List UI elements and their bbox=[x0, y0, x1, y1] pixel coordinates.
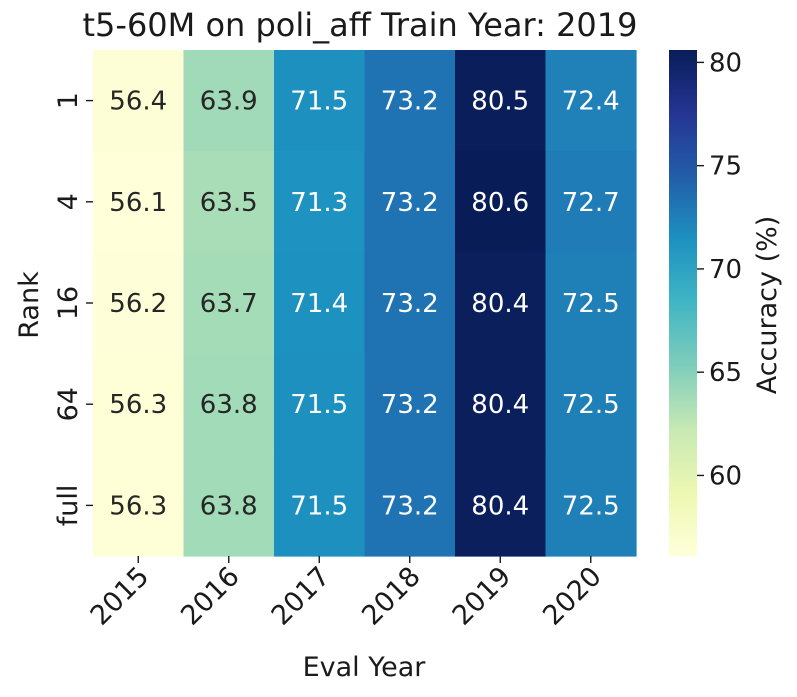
cell-value-label: 56.3 bbox=[109, 390, 167, 420]
cell-value-label: 80.4 bbox=[471, 390, 529, 420]
cell-value-label: 71.4 bbox=[290, 289, 348, 319]
y-tick-label: 1 bbox=[53, 92, 84, 109]
heatmap-cell bbox=[183, 151, 275, 253]
heatmap-cell bbox=[545, 454, 637, 557]
cell-value-label: 73.2 bbox=[381, 87, 439, 117]
heatmap-cell bbox=[274, 454, 366, 557]
cell-value-label: 71.5 bbox=[290, 390, 348, 420]
heatmap-cell bbox=[455, 454, 547, 557]
y-axis-label: Rank bbox=[14, 271, 45, 339]
heatmap-cell bbox=[274, 50, 366, 152]
heatmap-cell bbox=[364, 252, 456, 355]
x-tick-label: 2017 bbox=[266, 561, 337, 632]
heatmap-cell bbox=[93, 50, 185, 152]
heatmap-cell bbox=[364, 454, 456, 557]
heatmap-cell bbox=[455, 353, 547, 456]
cell-value-label: 71.5 bbox=[290, 87, 348, 117]
cell-value-label: 56.2 bbox=[109, 289, 167, 319]
heatmap-cell bbox=[545, 353, 637, 456]
heatmap-cell bbox=[183, 353, 275, 456]
heatmap-cell bbox=[274, 151, 366, 253]
cell-value-label: 63.9 bbox=[200, 87, 258, 117]
cell-value-label: 73.2 bbox=[381, 390, 439, 420]
heatmap-cell bbox=[274, 252, 366, 355]
heatmap-cell bbox=[455, 50, 547, 152]
cell-value-label: 56.4 bbox=[109, 87, 167, 117]
heatmap-cell bbox=[183, 50, 275, 152]
cell-value-label: 63.8 bbox=[200, 390, 258, 420]
y-tick-label: 4 bbox=[53, 193, 84, 210]
cell-value-label: 63.8 bbox=[200, 491, 258, 521]
heatmap-cell bbox=[455, 151, 547, 253]
heatmap-cell bbox=[274, 353, 366, 456]
cell-value-label: 80.4 bbox=[471, 491, 529, 521]
cell-value-label: 72.5 bbox=[562, 491, 620, 521]
colorbar-tick-label: 60 bbox=[709, 461, 742, 491]
heatmap-cell bbox=[93, 252, 185, 355]
cell-value-label: 56.1 bbox=[109, 188, 167, 218]
cell-value-label: 72.5 bbox=[562, 390, 620, 420]
heatmap-cell bbox=[364, 50, 456, 152]
cell-value-label: 63.5 bbox=[200, 188, 258, 218]
colorbar-tick-label: 65 bbox=[709, 358, 742, 388]
cell-value-label: 72.7 bbox=[562, 188, 620, 218]
x-tick-label: 2016 bbox=[175, 561, 246, 632]
heatmap-cells: 56.4 63.9 71.5 73.2 80.5 72.4 56.1 63.5 71.3 73.2… bbox=[93, 50, 637, 557]
colorbar bbox=[669, 50, 697, 556]
y-tick-label: 64 bbox=[53, 387, 84, 421]
heatmap-cell bbox=[183, 454, 275, 557]
heatmap-cell bbox=[93, 353, 185, 456]
heatmap-cell bbox=[93, 151, 185, 253]
cell-value-label: 80.4 bbox=[471, 289, 529, 319]
heatmap-cell bbox=[545, 151, 637, 253]
cell-value-label: 71.3 bbox=[290, 188, 348, 218]
colorbar-label: Accuracy (%) bbox=[752, 216, 783, 395]
cell-value-label: 80.6 bbox=[471, 188, 529, 218]
cell-value-label: 72.5 bbox=[562, 289, 620, 319]
cell-value-label: 72.4 bbox=[562, 87, 620, 117]
colorbar-tick-label: 80 bbox=[709, 48, 742, 78]
colorbar-tick-label: 70 bbox=[709, 255, 742, 285]
x-tick-label: 2020 bbox=[537, 561, 608, 632]
x-tick-label: 2018 bbox=[356, 561, 427, 632]
cell-value-label: 71.5 bbox=[290, 491, 348, 521]
y-tick-label: 16 bbox=[53, 286, 84, 320]
heatmap-cell bbox=[93, 454, 185, 557]
chart-title: t5-60M on poli_aff Train Year: 2019 bbox=[82, 6, 637, 44]
heatmap-cell bbox=[364, 353, 456, 456]
heatmap-cell bbox=[183, 252, 275, 355]
x-tick-label: 2015 bbox=[85, 561, 156, 632]
x-axis: 2015 2016 2017 2018 2019 2020 bbox=[85, 556, 608, 632]
cell-value-label: 56.3 bbox=[109, 491, 167, 521]
colorbar-tick-label: 75 bbox=[709, 152, 742, 182]
x-axis-label: Eval Year bbox=[303, 652, 427, 683]
y-axis: 1 4 16 64 full bbox=[53, 92, 93, 526]
colorbar-ticks: 60 65 70 75 80 bbox=[697, 48, 742, 491]
cell-value-label: 73.2 bbox=[381, 491, 439, 521]
y-tick-label: full bbox=[53, 485, 84, 527]
heatmap-cell bbox=[545, 252, 637, 355]
cell-value-label: 63.7 bbox=[200, 289, 258, 319]
cell-value-label: 73.2 bbox=[381, 289, 439, 319]
heatmap-cell bbox=[545, 50, 637, 152]
cell-value-label: 80.5 bbox=[471, 87, 529, 117]
x-tick-label: 2019 bbox=[447, 561, 518, 632]
heatmap-cell bbox=[455, 252, 547, 355]
heatmap-cell bbox=[364, 151, 456, 253]
cell-value-label: 73.2 bbox=[381, 188, 439, 218]
